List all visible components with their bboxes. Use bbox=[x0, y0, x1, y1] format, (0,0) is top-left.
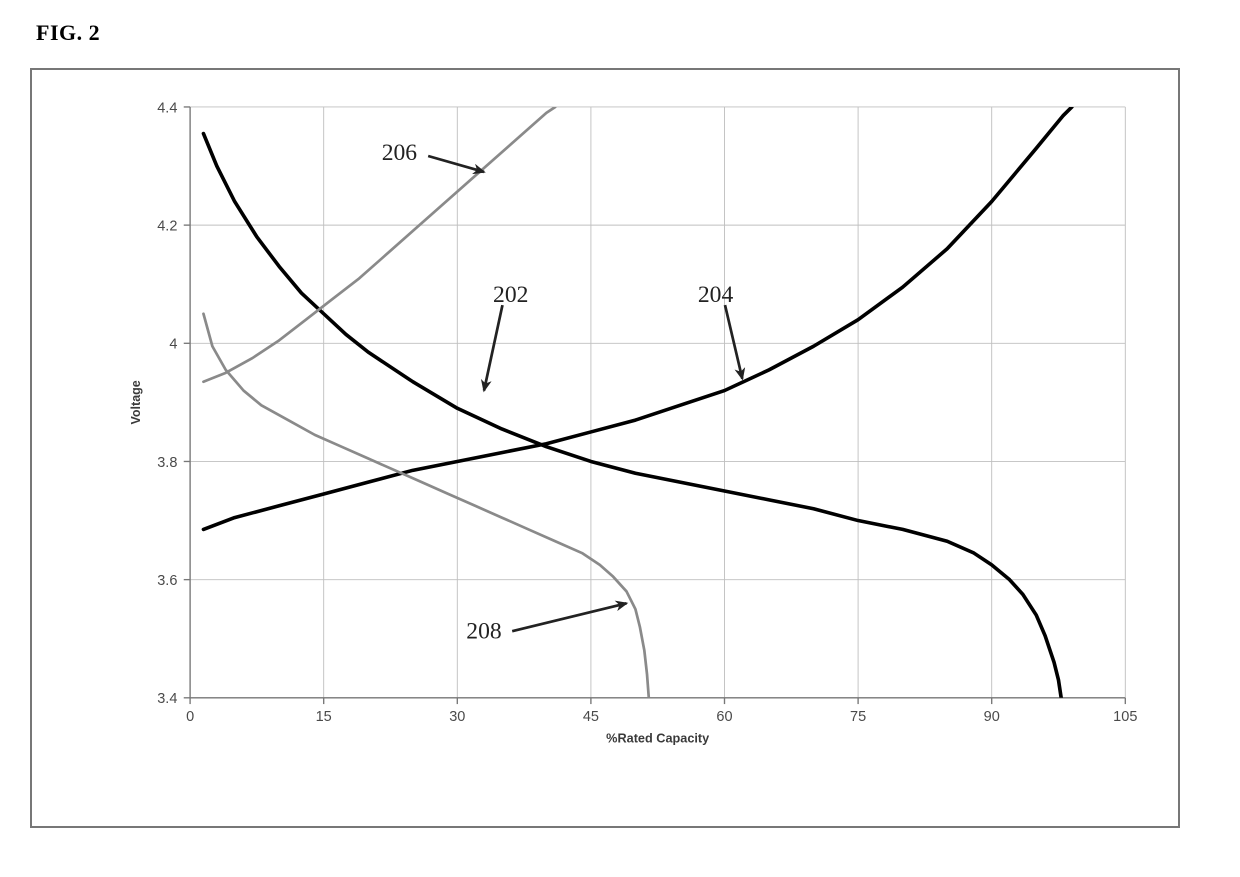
x-tick-label: 30 bbox=[449, 709, 465, 725]
y-tick-label: 4.4 bbox=[157, 100, 177, 116]
annotation-204: 204 bbox=[698, 282, 734, 308]
x-tick-label: 0 bbox=[186, 709, 194, 725]
x-axis-title: %Rated Capacity bbox=[606, 732, 709, 746]
x-tick-label: 90 bbox=[984, 709, 1000, 725]
x-tick-label: 45 bbox=[583, 709, 599, 725]
chart-container: 0 15 30 45 60 75 90 105 3.4 3.6 3.8 4 4.2 4.4 %Rated C… bbox=[30, 68, 1180, 828]
x-tick-label: 105 bbox=[1113, 709, 1137, 725]
y-tick-label: 3.8 bbox=[157, 455, 177, 471]
y-tick-label: 4.2 bbox=[157, 219, 177, 235]
y-tick-label: 3.6 bbox=[157, 573, 177, 589]
plot-area: 0 15 30 45 60 75 90 105 3.4 3.6 3.8 4 4.2 4.4 %Rated C… bbox=[122, 98, 1148, 756]
annotation-206: 206 bbox=[382, 140, 418, 166]
annotation-202: 202 bbox=[493, 282, 528, 308]
y-tick-label: 3.4 bbox=[157, 691, 177, 707]
x-tick-label: 75 bbox=[850, 709, 866, 725]
y-axis-title: Voltage bbox=[129, 380, 143, 424]
annotation-208: 208 bbox=[466, 619, 501, 645]
chart-svg: 0 15 30 45 60 75 90 105 3.4 3.6 3.8 4 4.2 4.4 %Rated C… bbox=[122, 98, 1148, 756]
x-tick-label: 60 bbox=[716, 709, 732, 725]
x-tick-label: 15 bbox=[316, 709, 332, 725]
figure-caption: FIG. 2 bbox=[36, 20, 1210, 46]
y-tick-label: 4 bbox=[169, 337, 177, 353]
